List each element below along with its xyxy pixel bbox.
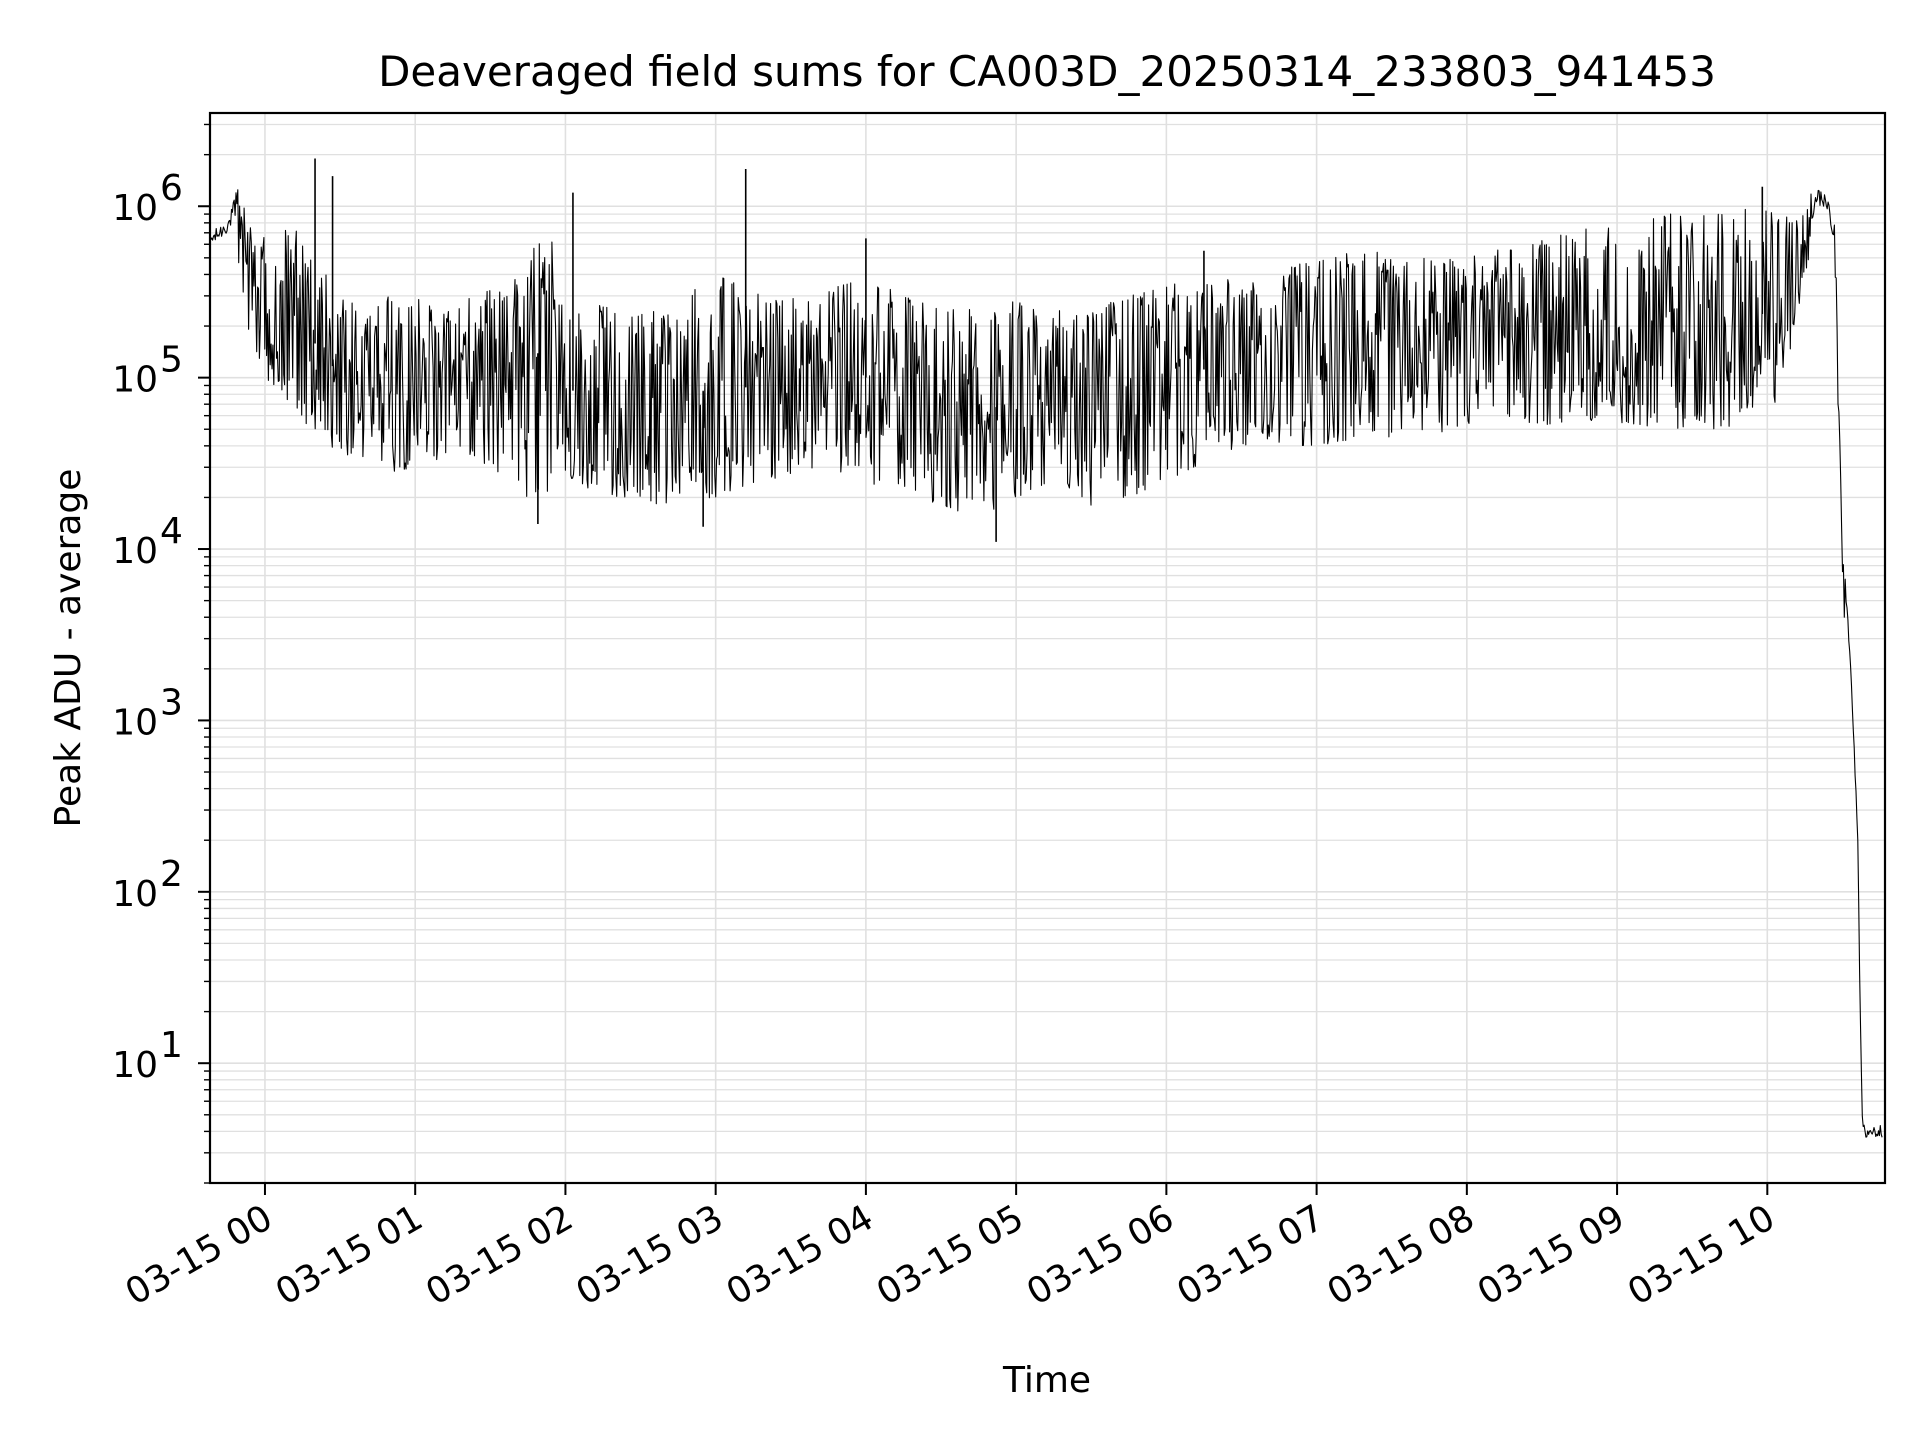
plot-area (209, 158, 1883, 1138)
y-tick-label: 10 (112, 360, 158, 401)
y-tick-label: 10 (112, 188, 158, 229)
axes-frame (208, 111, 1887, 1185)
y-tick-label: 10 (112, 531, 158, 572)
chart-title: Deaveraged field sums for CA003D_2025031… (378, 47, 1716, 96)
y-tick-label: 10 (112, 874, 158, 915)
y-tick-label: 10 (112, 1045, 158, 1086)
y-tick-exponent: 2 (160, 854, 183, 895)
y-tick-exponent: 5 (160, 340, 183, 381)
x-axis-label: Time (1002, 1360, 1091, 1401)
y-tick-label: 10 (112, 702, 158, 743)
series-line (209, 189, 1883, 1138)
y-axis-label: Peak ADU - average (48, 469, 89, 828)
y-tick-exponent: 6 (160, 168, 183, 209)
y-tick-exponent: 3 (160, 682, 183, 723)
y-tick-exponent: 4 (160, 511, 183, 552)
y-tick-exponent: 1 (160, 1025, 183, 1066)
